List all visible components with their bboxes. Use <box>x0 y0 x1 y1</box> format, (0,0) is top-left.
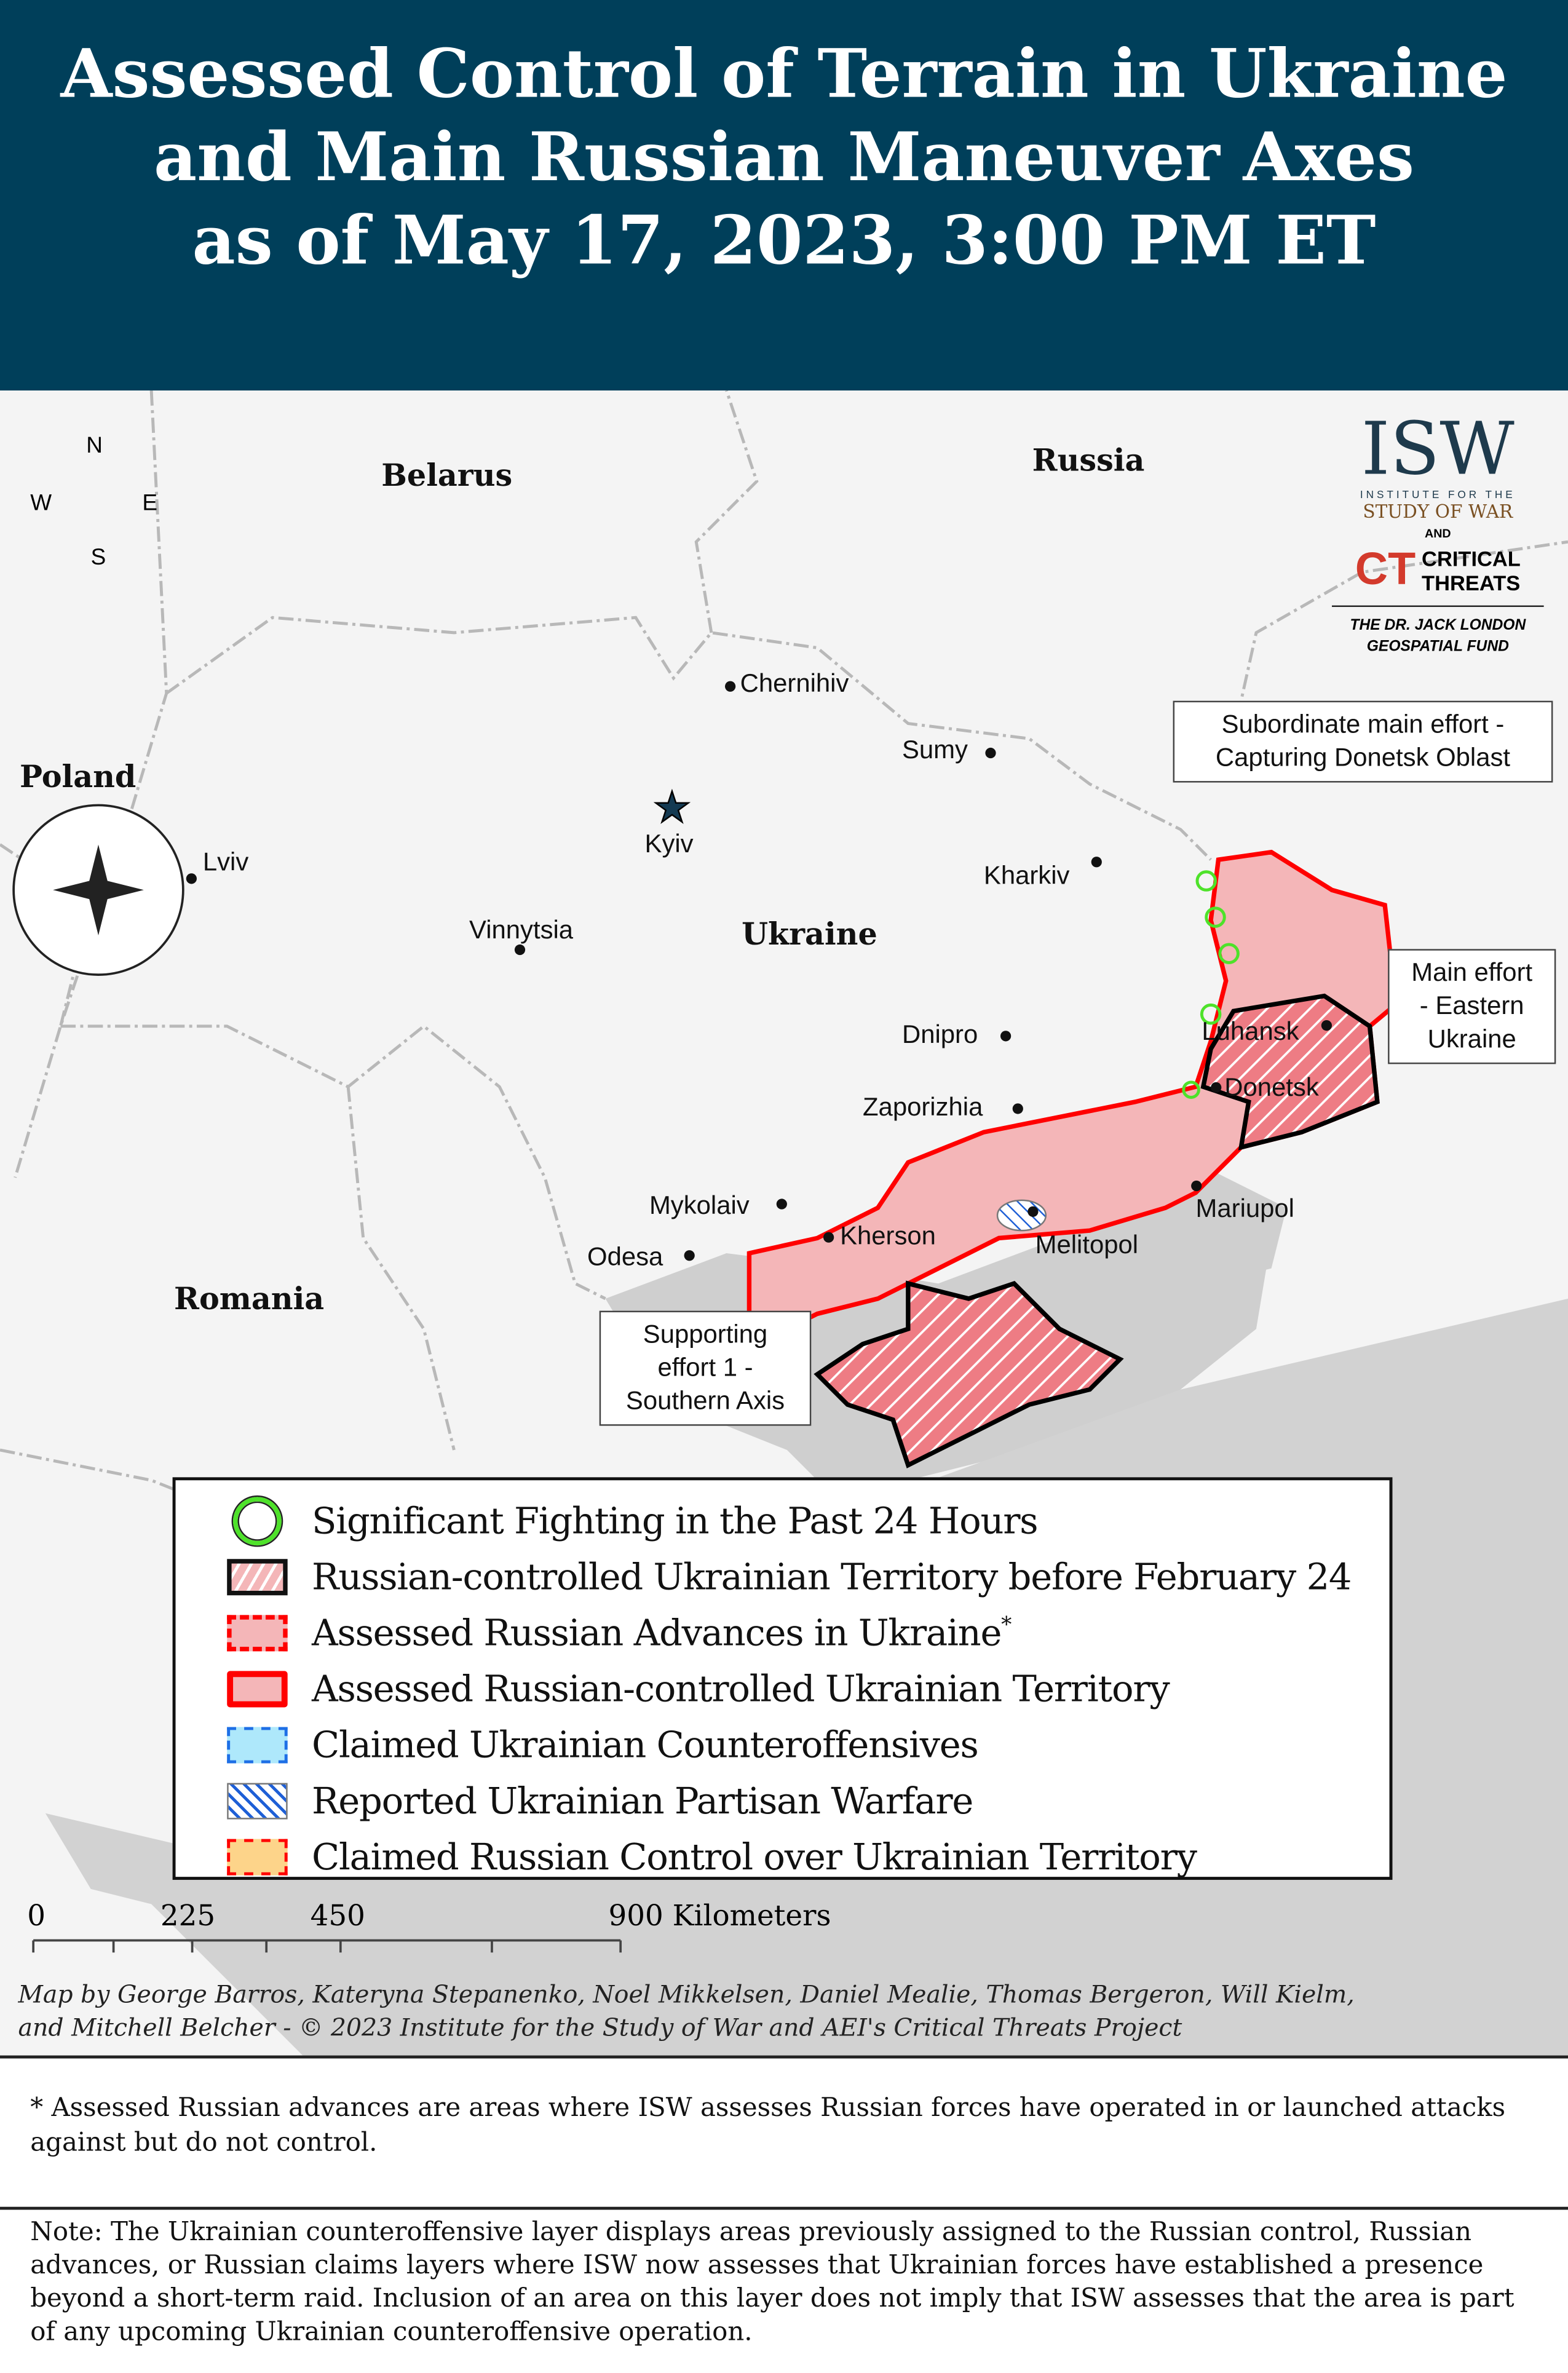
logo-fund2: GEOSPATIAL FUND <box>1366 638 1509 656</box>
compass-w: W <box>30 490 52 517</box>
logo: ISW INSTITUTE FOR THE STUDY OF WAR AND C… <box>1332 409 1544 659</box>
advances-footnote: * Assessed Russian advances are areas wh… <box>0 2055 1568 2210</box>
city-melitopol: Melitopol <box>1035 1230 1139 1259</box>
city-mykolaiv: Mykolaiv <box>649 1191 750 1220</box>
partisan-area <box>996 1199 1047 1232</box>
city-odesa: Odesa <box>587 1242 663 1272</box>
legend: Significant Fighting in the Past 24 Hour… <box>172 1477 1393 1883</box>
city-vinnytsia: Vinnytsia <box>469 916 574 945</box>
compass-n: N <box>86 432 103 459</box>
compass-e: E <box>142 490 158 517</box>
scale-label-450: 450 <box>310 1900 365 1933</box>
logo-ct: CT CRITICAL THREATS <box>1332 545 1544 596</box>
city-kyiv: Kyiv <box>644 829 694 858</box>
occupied-crimea-pre-feb24 <box>814 1280 1124 1468</box>
capital-star-icon: ★ <box>653 784 691 831</box>
legend-item-counteroffensive: Claimed Ukrainian Counteroffensives <box>227 1719 979 1771</box>
label-poland: Poland <box>19 758 137 795</box>
label-ukraine: Ukraine <box>742 916 877 953</box>
logo-ct1: CRITICAL <box>1422 546 1521 571</box>
scale-bar <box>32 1939 622 1953</box>
legend-item-fighting: Significant Fighting in the Past 24 Hour… <box>227 1496 1039 1547</box>
logo-isw-sub1: INSTITUTE FOR THE <box>1360 490 1516 501</box>
logo-ct2: THREATS <box>1422 570 1521 595</box>
city-zaporizhzhia: Zaporizhia <box>862 1093 983 1122</box>
map-area[interactable]: ★ N S E W ISW INSTITUTE FOR THE STUDY OF… <box>0 390 1568 2056</box>
occupied-donbas-pre-feb24 <box>1200 993 1380 1151</box>
city-dnipro: Dnipro <box>901 1020 978 1049</box>
city-kherson: Kherson <box>840 1221 936 1251</box>
callout-main-effort: Main effort - Eastern Ukraine <box>1388 949 1556 1064</box>
legend-item-claimed-russian: Claimed Russian Control over Ukrainian T… <box>227 1831 1197 1883</box>
legend-item-partisan: Reported Ukrainian Partisan Warfare <box>227 1775 973 1827</box>
counteroffensive-note: Note: The Ukrainian counteroffensive lay… <box>0 2209 1568 2373</box>
city-chernihiv: Chernihiv <box>740 668 849 698</box>
city-mariupol: Mariupol <box>1195 1194 1294 1223</box>
credits-line-1: Map by George Barros, Kateryna Stepanenk… <box>18 1979 1355 2009</box>
compass-rose <box>12 804 184 976</box>
city-luhansk: Luhansk <box>1202 1017 1299 1046</box>
label-belarus: Belarus <box>381 457 513 494</box>
title-line-3: as of May 17, 2023, 3:00 PM ET <box>192 202 1376 280</box>
city-lviv: Lviv <box>202 847 249 877</box>
ct-mark-icon: CT <box>1355 545 1416 595</box>
logo-isw: ISW <box>1361 407 1515 492</box>
callout-subordinate-effort: Subordinate main effort - Capturing Donet… <box>1173 700 1553 783</box>
compass-s: S <box>90 545 106 571</box>
logo-fund1: THE DR. JACK LONDON <box>1350 617 1526 635</box>
compass-star-icon <box>53 844 144 936</box>
city-sumy: Sumy <box>901 735 968 765</box>
label-romania: Romania <box>174 1280 325 1317</box>
label-russia: Russia <box>1032 442 1145 478</box>
scale-label-225: 225 <box>160 1900 216 1933</box>
map-title: Assessed Control of Terrain in Ukraine a… <box>0 0 1568 391</box>
callout-supporting-effort: Supporting effort 1 - Southern Axis <box>599 1310 812 1426</box>
title-line-2: and Main Russian Maneuver Axes <box>154 119 1414 197</box>
scale-label-0: 0 <box>27 1900 46 1933</box>
legend-item-advances: Assessed Russian Advances in Ukraine* <box>227 1607 1012 1659</box>
city-kharkiv: Kharkiv <box>983 861 1070 890</box>
legend-item-pre-feb24: Russian-controlled Ukrainian Territory b… <box>227 1551 1352 1603</box>
logo-isw-sub2: STUDY OF WAR <box>1363 501 1513 523</box>
legend-item-russian-controlled: Assessed Russian-controlled Ukrainian Te… <box>227 1663 1170 1715</box>
title-line-1: Assessed Control of Terrain in Ukraine <box>60 36 1508 114</box>
credits-line-2: and Mitchell Belcher - © 2023 Institute … <box>18 2013 1182 2042</box>
city-donetsk: Donetsk <box>1224 1073 1319 1102</box>
scale-label-900: 900 Kilometers <box>608 1900 831 1933</box>
fighting-circle-icon <box>233 1497 282 1546</box>
fighting-markers <box>1182 870 1240 1099</box>
logo-and: AND <box>1424 526 1451 541</box>
